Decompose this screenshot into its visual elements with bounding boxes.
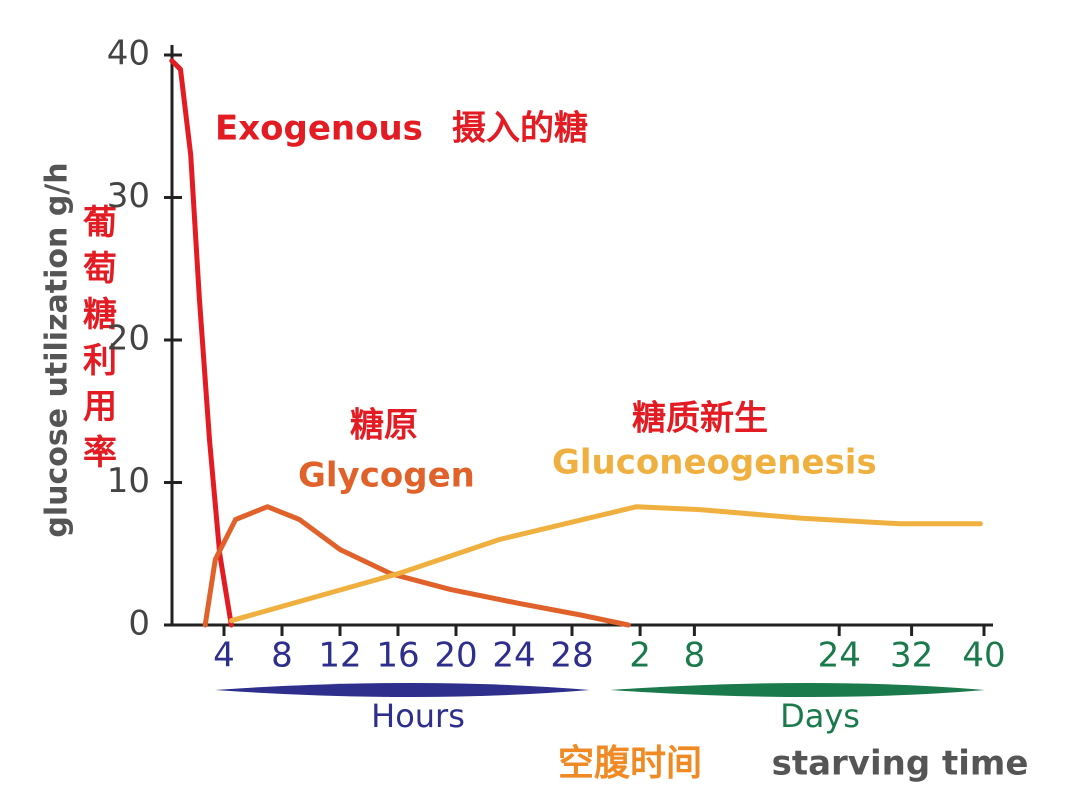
x-tick-label: 28 (550, 636, 593, 676)
y-axis-title: glucose utilization g/h (40, 162, 75, 537)
series-label-zh: 摄入的糖 (452, 109, 588, 149)
series-label-zh: 糖原 (350, 406, 418, 446)
series-line (228, 504, 983, 624)
x-tick-label: 4 (213, 636, 235, 676)
x-tick-label: 8 (684, 636, 706, 676)
x-axis-title-zh: 空腹时间 (558, 743, 702, 784)
x-axis-title: starving time (772, 744, 1029, 784)
x-tick-label: 24 (492, 636, 535, 676)
segment-label: Hours (371, 697, 465, 735)
segment-band (610, 683, 985, 697)
series-label: Gluconeogenesis (552, 443, 877, 483)
series-label-zh: 糖质新生 (632, 399, 768, 439)
y-tick-label: 0 (128, 604, 150, 644)
y-tick-label: 30 (107, 176, 150, 216)
series-label: Exogenous (215, 109, 423, 149)
x-tick-label: 16 (376, 636, 419, 676)
x-tick-label: 32 (890, 636, 933, 676)
series-line (202, 504, 631, 628)
x-tick-label: 40 (962, 636, 1005, 676)
x-tick-label: 12 (318, 636, 361, 676)
segment-label: Days (780, 697, 860, 735)
series-label: Glycogen (298, 456, 475, 496)
y-tick-label: 10 (107, 461, 150, 501)
y-axis-title-zh: 葡萄糖利用率 (77, 204, 117, 480)
x-tick-label: 20 (434, 636, 477, 676)
x-tick-label: 24 (818, 636, 861, 676)
segment-band (215, 683, 590, 697)
x-tick-label: 2 (629, 636, 651, 676)
y-tick-label: 20 (107, 319, 150, 359)
y-tick-label: 40 (107, 34, 150, 74)
x-tick-label: 8 (271, 636, 293, 676)
